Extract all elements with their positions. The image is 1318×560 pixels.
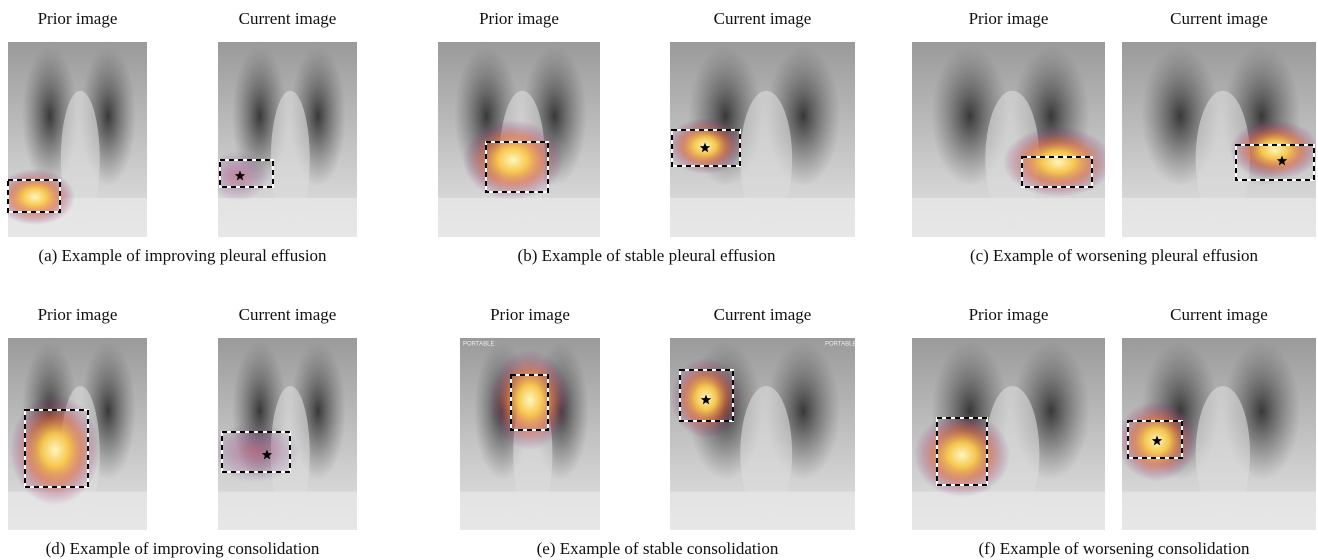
image-label: Current image xyxy=(239,305,337,324)
image-content xyxy=(1122,42,1318,237)
xray-image xyxy=(667,42,855,237)
image-content xyxy=(912,338,1105,530)
xray-image xyxy=(0,42,147,237)
caption: (d) Example of improving consolidation xyxy=(46,539,320,558)
image-content xyxy=(210,338,357,530)
abdomen xyxy=(1122,492,1316,530)
image-label: Prior image xyxy=(969,305,1049,324)
abdomen xyxy=(670,492,855,530)
abdomen xyxy=(912,492,1105,530)
figure: Prior image Current image (a) Example of i… xyxy=(0,0,1318,560)
image-label: Current image xyxy=(714,9,812,28)
heatmap xyxy=(1230,120,1318,180)
xray-image xyxy=(1122,42,1318,237)
image-content xyxy=(667,42,855,237)
image-label: Prior image xyxy=(969,9,1049,28)
xray-image xyxy=(1117,338,1316,530)
image-label: Current image xyxy=(1170,305,1268,324)
image-content: PORTABLE xyxy=(460,338,600,530)
xray-image xyxy=(912,42,1113,237)
abdomen xyxy=(218,198,357,237)
heatmap xyxy=(490,350,570,450)
abdomen xyxy=(1122,198,1316,237)
xray-image: PORTABLE xyxy=(460,338,600,530)
image-content xyxy=(208,42,357,237)
image-label: Current image xyxy=(714,305,812,324)
xray-image xyxy=(912,338,1105,530)
image-content: PORTABLE xyxy=(670,338,856,530)
image-label: Current image xyxy=(1170,9,1268,28)
image-label: Prior image xyxy=(38,9,118,28)
image-label: Current image xyxy=(239,9,337,28)
caption: (c) Example of worsening pleural effusio… xyxy=(970,246,1259,265)
xray-image xyxy=(438,42,600,237)
image-content xyxy=(912,42,1113,237)
xray-image xyxy=(208,42,357,237)
abdomen xyxy=(438,198,600,237)
abdomen xyxy=(912,198,1105,237)
image-label: Prior image xyxy=(490,305,570,324)
caption: (a) Example of improving pleural effusio… xyxy=(38,246,327,265)
xray-image xyxy=(210,338,357,530)
abdomen xyxy=(670,198,855,237)
image-overlay-text: PORTABLE xyxy=(463,342,494,348)
caption: (b) Example of stable pleural effusion xyxy=(518,246,776,265)
caption: (f) Example of worsening consolidation xyxy=(979,539,1250,558)
image-overlay-text: PORTABLE xyxy=(825,342,856,348)
image-content xyxy=(0,42,147,237)
image-content xyxy=(8,338,147,530)
caption: (e) Example of stable consolidation xyxy=(537,539,779,558)
image-label: Prior image xyxy=(38,305,118,324)
heatmap xyxy=(10,395,100,505)
image-label: Prior image xyxy=(479,9,559,28)
xray-image: PORTABLE xyxy=(670,338,856,530)
abdomen xyxy=(218,492,357,530)
xray-image xyxy=(8,338,147,530)
image-content xyxy=(438,42,600,237)
abdomen xyxy=(460,492,600,530)
image-content xyxy=(1117,338,1316,530)
